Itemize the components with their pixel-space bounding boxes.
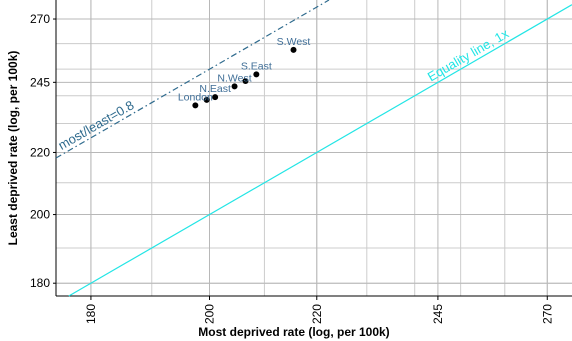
data-point xyxy=(192,102,199,109)
point-label: London xyxy=(178,91,213,103)
data-point xyxy=(290,46,297,53)
data-point xyxy=(231,83,238,90)
data-points xyxy=(192,46,297,109)
x-tick-label: 220 xyxy=(310,304,324,324)
y-tick-label: 200 xyxy=(30,208,50,222)
point-label: S.East xyxy=(241,60,272,72)
data-point xyxy=(242,78,249,85)
point-label: S.West xyxy=(277,36,311,48)
data-point xyxy=(203,96,210,103)
y-tick-label: 270 xyxy=(30,12,50,26)
y-axis-title: Least deprived rate (log, per 100k) xyxy=(6,51,20,246)
x-axis-title: Most deprived rate (log, per 100k) xyxy=(198,325,389,339)
x-tick-label: 200 xyxy=(203,304,217,324)
point-label: N.East xyxy=(199,83,231,95)
y-tick-label: 220 xyxy=(30,145,50,159)
plot-area xyxy=(56,0,572,296)
grid xyxy=(55,0,572,297)
point-label: N.West xyxy=(217,72,251,84)
y-tick-label: 245 xyxy=(30,75,50,89)
equality-line xyxy=(68,4,572,297)
data-point xyxy=(212,94,219,101)
x-tick-label: 180 xyxy=(84,304,98,324)
y-tick-label: 180 xyxy=(30,276,50,290)
x-tick-label: 245 xyxy=(431,304,445,324)
x-tick-label: 270 xyxy=(540,304,554,324)
tick-labels: 180 200 220 245 270 180 200 220 245 270 xyxy=(30,12,554,324)
ratio-line xyxy=(55,0,330,159)
data-point xyxy=(253,71,260,78)
